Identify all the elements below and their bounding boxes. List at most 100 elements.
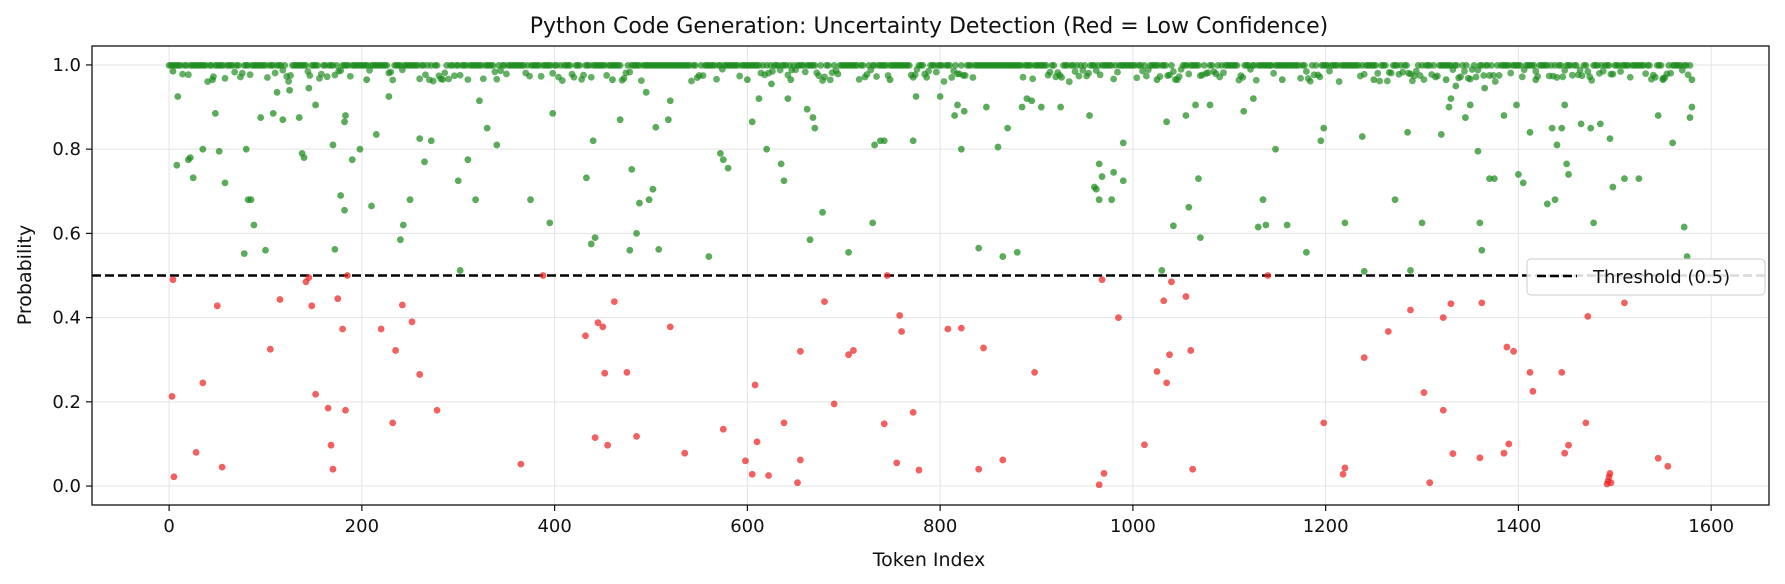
data-point-high — [863, 71, 871, 78]
data-point-high — [558, 77, 566, 84]
data-point-low — [1621, 299, 1628, 307]
data-point-high — [1119, 177, 1127, 185]
data-point-high — [439, 76, 447, 83]
data-point-high — [642, 88, 650, 96]
data-point-high — [803, 105, 811, 113]
data-point-low — [1360, 354, 1368, 362]
data-point-low — [539, 272, 547, 279]
data-point-high — [329, 141, 337, 149]
data-point-high — [1065, 78, 1073, 86]
data-point-high — [1472, 73, 1480, 81]
data-point-high — [1686, 114, 1694, 121]
data-point-high — [1391, 196, 1399, 204]
data-point-high — [1553, 74, 1561, 81]
data-point-high — [1445, 103, 1453, 111]
data-point-high — [333, 61, 341, 69]
data-point-high — [576, 61, 584, 69]
data-point-high — [1108, 196, 1116, 204]
data-point-high — [1185, 203, 1193, 211]
data-point-high — [1095, 196, 1103, 204]
data-point-high — [1576, 66, 1584, 74]
data-point-low — [883, 272, 891, 279]
data-point-high — [1153, 76, 1161, 84]
data-point-high — [620, 74, 628, 82]
data-point-high — [1684, 71, 1692, 79]
data-point-low — [1115, 314, 1122, 322]
data-point-low — [213, 302, 221, 310]
data-point-high — [957, 145, 965, 153]
data-point-high — [317, 70, 325, 78]
y-tick-label: 1.0 — [52, 55, 81, 76]
data-point-high — [323, 73, 331, 81]
data-point-high — [1515, 171, 1522, 178]
data-point-high — [1669, 139, 1677, 147]
data-point-high — [801, 68, 809, 76]
data-point-low — [392, 347, 399, 354]
data-point-high — [824, 61, 832, 69]
data-point-high — [1518, 73, 1526, 81]
y-tick-label: 0.8 — [52, 139, 81, 160]
data-point-high — [497, 67, 505, 75]
data-point-high — [1086, 112, 1093, 119]
data-point-high — [1233, 61, 1241, 69]
data-point-high — [1490, 175, 1498, 183]
data-point-high — [637, 77, 645, 85]
data-point-high — [1249, 95, 1257, 103]
data-point-high — [493, 75, 501, 83]
data-point-low — [915, 466, 923, 474]
data-point-low — [1320, 419, 1328, 427]
data-point-high — [341, 118, 348, 126]
data-point-high — [1481, 84, 1489, 92]
x-tick-label: 1200 — [1303, 516, 1349, 537]
data-point-high — [626, 246, 634, 254]
data-point-low — [1166, 351, 1173, 359]
data-point-high — [589, 137, 597, 145]
data-point-low — [1182, 293, 1190, 300]
data-point-low — [794, 479, 801, 487]
x-tick-label: 1000 — [1110, 516, 1156, 537]
data-point-high — [932, 68, 940, 76]
data-point-high — [705, 253, 713, 260]
data-point-low — [1141, 441, 1148, 449]
data-point-high — [736, 72, 744, 80]
data-point-high — [472, 196, 479, 204]
data-point-high — [273, 88, 281, 96]
data-point-low — [1100, 470, 1108, 477]
data-point-high — [1605, 61, 1613, 69]
data-point-high — [1278, 76, 1286, 84]
data-point-high — [1182, 112, 1190, 119]
data-point-low — [633, 432, 640, 440]
data-point-high — [1081, 61, 1089, 69]
data-point-high — [1462, 61, 1470, 69]
data-point-high — [368, 202, 375, 210]
data-point-low — [893, 459, 901, 467]
data-point-high — [235, 61, 242, 69]
data-point-high — [664, 116, 672, 124]
data-point-low — [170, 473, 178, 481]
data-point-low — [944, 325, 952, 333]
data-point-high — [609, 76, 616, 84]
data-point-high — [1254, 223, 1262, 231]
data-point-high — [1590, 219, 1597, 227]
data-point-high — [1195, 61, 1202, 69]
data-point-high — [1420, 76, 1428, 84]
data-point-low — [957, 324, 965, 332]
data-point-high — [1606, 135, 1614, 143]
data-point-high — [1141, 61, 1148, 69]
y-tick-label: 0.2 — [52, 392, 81, 413]
data-point-low — [1447, 300, 1455, 308]
data-point-low — [1529, 387, 1537, 395]
data-point-low — [1168, 278, 1175, 286]
data-point-high — [549, 109, 557, 117]
data-point-low — [1098, 276, 1106, 284]
data-point-high — [815, 72, 823, 80]
data-point-high — [919, 61, 927, 69]
data-point-low — [1561, 449, 1569, 457]
x-tick-label: 400 — [537, 516, 571, 537]
data-points — [165, 61, 1696, 489]
data-point-low — [1160, 297, 1168, 305]
data-point-high — [1412, 67, 1420, 75]
data-point-high — [1596, 120, 1604, 128]
y-tick-label: 0.4 — [52, 308, 81, 329]
data-point-low — [342, 406, 349, 414]
